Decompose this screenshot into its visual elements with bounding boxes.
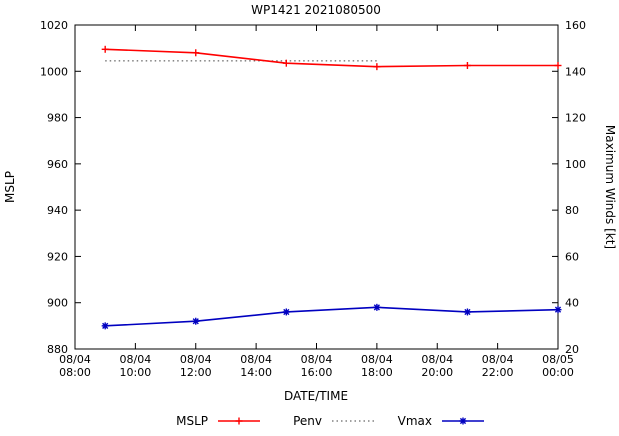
y-tick-label-right: 40: [565, 297, 579, 310]
legend-label-penv: Penv: [293, 414, 322, 428]
star-marker: [464, 308, 471, 316]
chart-title: WP1421 2021080500: [251, 3, 381, 17]
y-tick-label-left: 920: [47, 250, 68, 263]
star-marker: [283, 308, 290, 316]
x-tick-label-time: 16:00: [301, 366, 333, 379]
star-marker: [102, 322, 109, 329]
x-tick-label-time: 22:00: [482, 366, 514, 379]
series-vmax-line: [105, 306, 559, 327]
x-tick-label-time: 12:00: [180, 366, 212, 379]
y-tick-label-right: 160: [565, 19, 586, 32]
x-tick-label-date: 08/04: [120, 353, 152, 366]
x-tick-label-date: 08/04: [240, 353, 272, 366]
x-tick-label-time: 10:00: [120, 366, 152, 379]
y-tick-label-left: 1020: [40, 19, 68, 32]
y-axis-label-left: MSLP: [3, 171, 17, 203]
x-tick-label-date: 08/04: [361, 353, 393, 366]
x-tick-label-date: 08/04: [301, 353, 333, 366]
y-tick-label-right: 80: [565, 204, 579, 217]
x-tick-label-date: 08/04: [421, 353, 453, 366]
star-marker: [554, 306, 562, 313]
legend-label-mslp: MSLP: [176, 414, 208, 428]
x-tick-label-date: 08/04: [59, 353, 91, 366]
plot-border: [74, 24, 559, 350]
y-tick-label-right: 120: [565, 112, 586, 125]
x-tick-label-time: 14:00: [240, 366, 272, 379]
legend-label-vmax: Vmax: [398, 414, 432, 428]
y-tick-label-left: 940: [47, 204, 68, 217]
x-tick-label-date: 08/05: [542, 353, 574, 366]
y-tick-label-left: 880: [47, 343, 68, 356]
series-mslp-line: [105, 48, 558, 68]
y-tick-label-left: 1000: [40, 65, 68, 78]
plot-area: 08/0408:0008/0410:0008/0412:0008/0414:00…: [40, 19, 586, 428]
x-tick-label-date: 08/04: [482, 353, 514, 366]
x-tick-label-date: 08/04: [180, 353, 212, 366]
y-tick-label-left: 900: [47, 297, 68, 310]
y-axis-label-right: Maximum Winds [kt]: [603, 125, 617, 249]
star-marker: [373, 304, 380, 311]
y-tick-label-left: 960: [47, 158, 68, 171]
star-marker: [459, 417, 467, 425]
x-tick-label-time: 20:00: [421, 366, 453, 379]
x-tick-label-time: 08:00: [59, 366, 91, 379]
y-tick-label-right: 60: [565, 250, 579, 263]
y-tick-label-right: 100: [565, 158, 586, 171]
y-tick-label-right: 20: [565, 343, 579, 356]
star-marker: [192, 318, 199, 325]
y-tick-label-right: 140: [565, 65, 586, 78]
x-axis-label: DATE/TIME: [284, 389, 348, 403]
x-tick-label-time: 00:00: [542, 366, 574, 379]
x-tick-label-time: 18:00: [361, 366, 393, 379]
y-tick-label-left: 980: [47, 112, 68, 125]
